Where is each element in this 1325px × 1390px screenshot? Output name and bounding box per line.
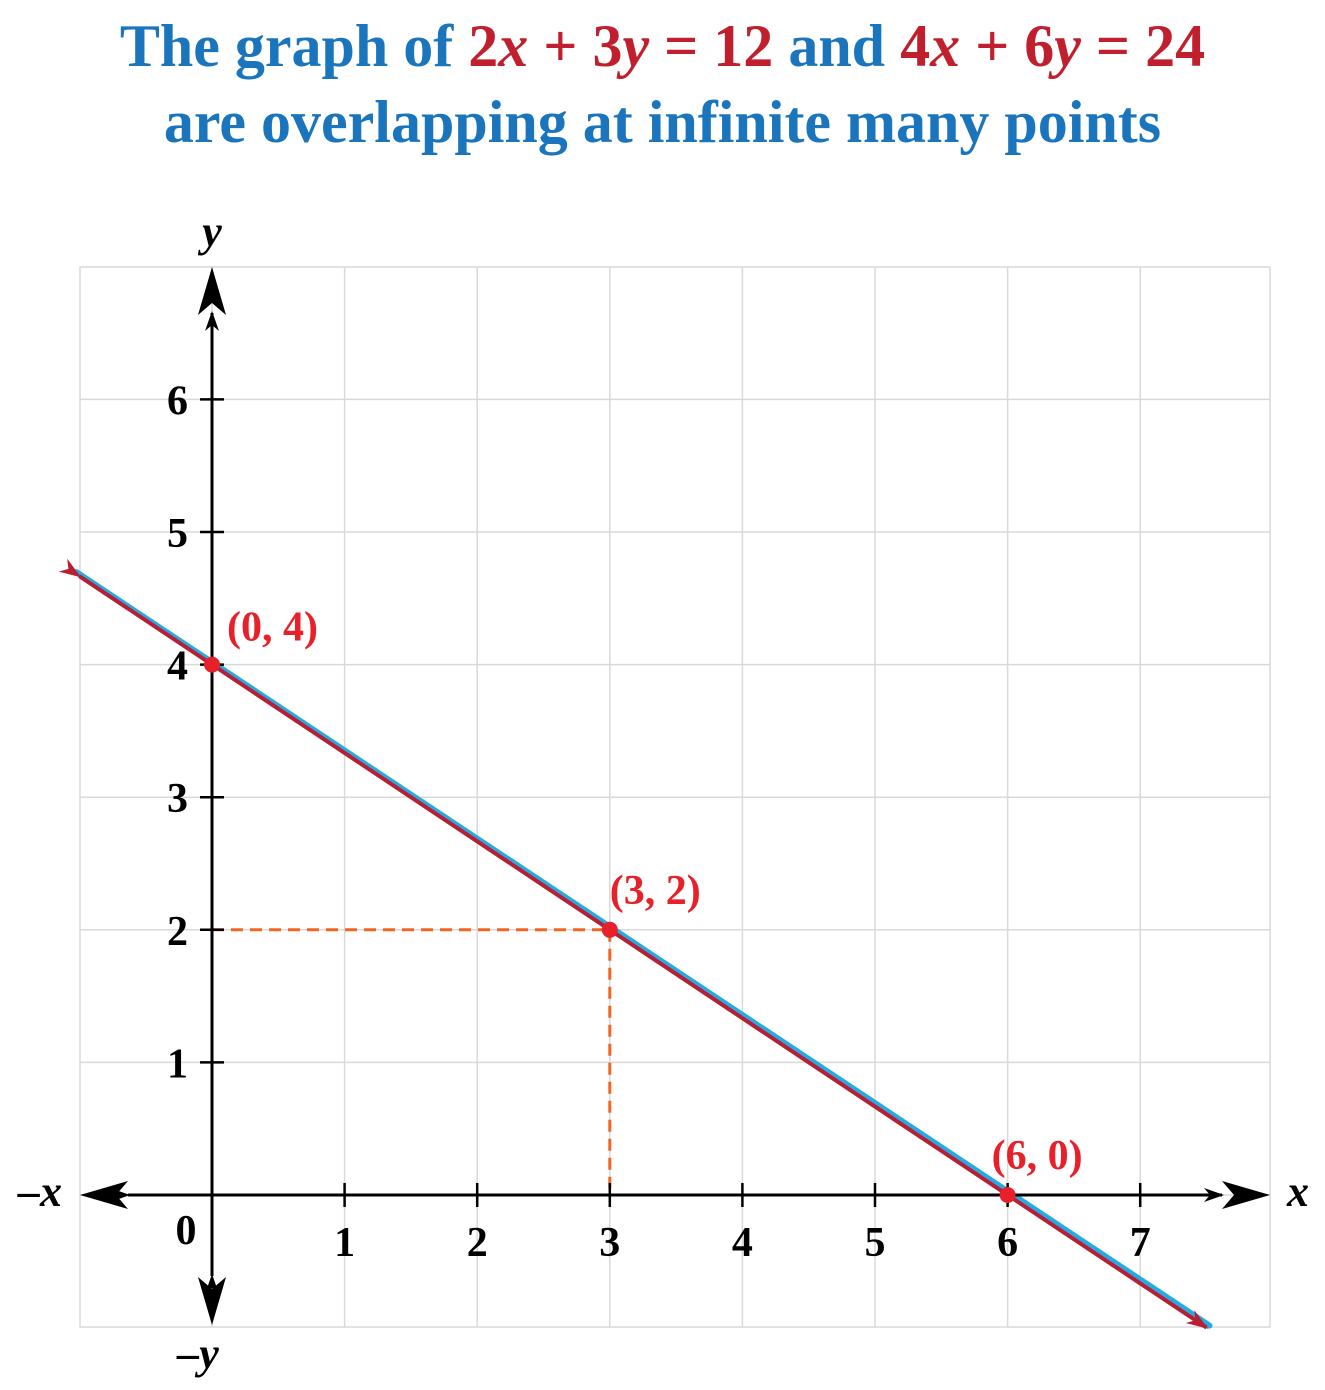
y-tick-label: 4 <box>167 644 188 690</box>
x-tick-label: 6 <box>997 1220 1018 1266</box>
title-line-2: are overlapping at infinite many points <box>163 89 1162 155</box>
x-tick-label: 7 <box>1130 1220 1151 1266</box>
line-4x-6y-24 <box>58 558 1209 1330</box>
x-axis-arrow-left <box>80 1181 128 1209</box>
y-axis-arrow-down <box>198 1277 226 1325</box>
y-axis-label: y <box>197 207 222 256</box>
point-label: (0, 4) <box>227 605 318 651</box>
grid <box>79 266 1271 1328</box>
x-tick-label: 5 <box>865 1220 886 1266</box>
negative-x-axis-label: –x <box>17 1167 62 1216</box>
x-tick-label: 3 <box>599 1220 620 1266</box>
point-marker <box>999 1187 1016 1203</box>
x-tick-label: 1 <box>334 1220 355 1266</box>
point-marker <box>204 656 220 673</box>
equation-lines <box>58 558 1213 1330</box>
equation-2: 4x + 6y = 24 <box>900 13 1206 79</box>
chart-title: The graph of 2x + 3y = 12 and 4x + 6y = … <box>0 8 1325 160</box>
negative-y-axis-label: –y <box>176 1329 219 1378</box>
points: (0, 4) (3, 2) (6, 0) <box>204 605 1083 1203</box>
y-tick-label: 1 <box>167 1041 188 1087</box>
axes <box>80 267 1270 1325</box>
y-tick-label: 5 <box>167 511 188 557</box>
point-marker <box>601 921 618 938</box>
y-tick-label: 6 <box>167 378 188 424</box>
point-label: (6, 0) <box>992 1133 1083 1179</box>
title-prefix: The graph of <box>119 13 469 79</box>
point-label: (3, 2) <box>610 868 701 914</box>
title-conjunction: and <box>773 13 901 79</box>
origin-label: 0 <box>176 1208 197 1254</box>
y-axis-arrow-up <box>198 267 226 315</box>
x-tick-label: 2 <box>467 1220 488 1266</box>
y-tick-label: 2 <box>167 909 188 955</box>
title-line-1: The graph of 2x + 3y = 12 and 4x + 6y = … <box>0 8 1325 84</box>
x-axis-arrow-right <box>1222 1181 1270 1209</box>
y-tick-label: 3 <box>167 776 188 822</box>
tick-labels: 1 2 3 4 5 6 7 1 2 3 4 5 6 0 x –x y –y <box>17 207 1309 1378</box>
x-axis-label: x <box>1286 1167 1309 1216</box>
x-tick-label: 4 <box>732 1220 753 1266</box>
equation-1: 2x + 3y = 12 <box>468 13 774 79</box>
